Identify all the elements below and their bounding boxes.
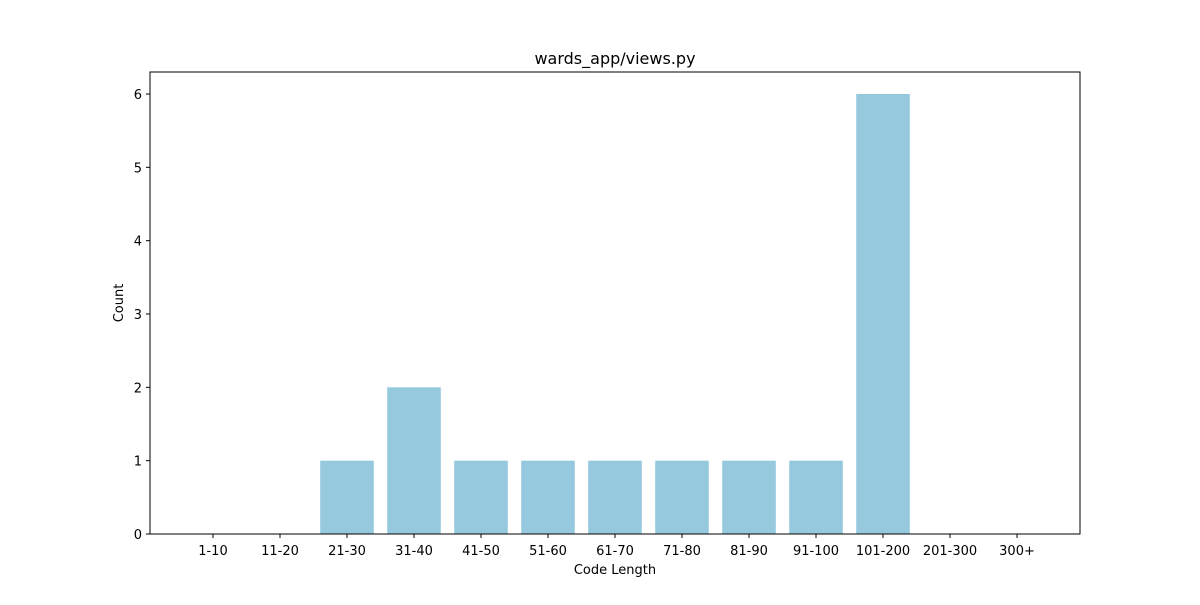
y-tick-label: 5 [134, 161, 142, 176]
x-axis-title: Code Length [574, 563, 656, 578]
x-tick-label: 201-300 [923, 544, 977, 559]
bar-101-200 [856, 94, 910, 534]
y-tick-label: 2 [134, 381, 142, 396]
x-tick-label: 101-200 [856, 544, 910, 559]
bar-51-60 [521, 460, 575, 534]
y-axis-title: Count [112, 284, 127, 323]
bar-61-70 [588, 460, 642, 534]
bar-81-90 [722, 460, 776, 534]
x-tick-label: 61-70 [596, 544, 634, 559]
y-tick-label: 6 [134, 88, 142, 103]
x-tick-label: 71-80 [663, 544, 701, 559]
y-tick-label: 0 [134, 528, 142, 543]
x-tick-label: 21-30 [328, 544, 366, 559]
x-tick-label: 31-40 [395, 544, 433, 559]
chart-title: wards_app/views.py [534, 49, 695, 69]
bar-21-30 [320, 460, 374, 534]
x-tick-label: 41-50 [462, 544, 500, 559]
x-tick-label: 11-20 [261, 544, 299, 559]
x-tick-label: 300+ [999, 544, 1035, 559]
y-tick-label: 4 [134, 235, 142, 250]
bars-layer [320, 94, 910, 534]
x-tick-label: 51-60 [529, 544, 567, 559]
y-tick-label: 1 [134, 455, 142, 470]
y-axis: 0 1 2 3 4 5 6 [134, 88, 150, 543]
bar-31-40 [387, 387, 441, 534]
bar-41-50 [454, 460, 508, 534]
x-tick-label: 81-90 [730, 544, 768, 559]
bar-91-100 [789, 460, 843, 534]
x-axis: 1-10 11-20 21-30 31-40 41-50 51-60 61-70 71-80 8… [198, 534, 1035, 559]
y-tick-label: 3 [134, 308, 142, 323]
x-tick-label: 91-100 [793, 544, 839, 559]
x-tick-label: 1-10 [198, 544, 228, 559]
bar-71-80 [655, 460, 709, 534]
